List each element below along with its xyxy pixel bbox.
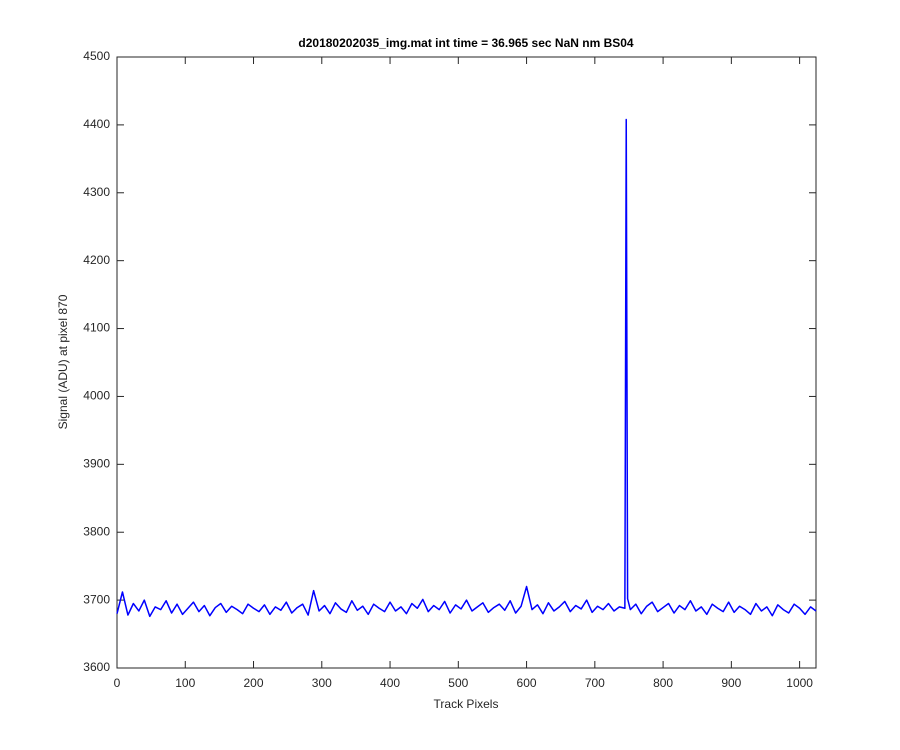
chart-title: d20180202035_img.mat int time = 36.965 s… xyxy=(298,36,634,50)
y-tick-label: 3900 xyxy=(83,457,110,471)
y-tick-label: 4000 xyxy=(83,389,110,403)
x-axis-label: Track Pixels xyxy=(434,697,499,711)
data-line xyxy=(116,118,817,618)
axes-box xyxy=(116,56,817,669)
x-tick-label: 300 xyxy=(312,676,332,690)
y-tick-label: 4100 xyxy=(83,321,110,335)
x-tick-label: 400 xyxy=(380,676,400,690)
y-tick-label: 3700 xyxy=(83,592,110,606)
x-tick-label: 500 xyxy=(448,676,468,690)
x-tick-label: 800 xyxy=(653,676,673,690)
y-tick-label: 4400 xyxy=(83,117,110,131)
x-tick-label: 600 xyxy=(517,676,537,690)
x-tick-label: 0 xyxy=(114,676,121,690)
y-axis-label: Signal (ADU) at pixel 870 xyxy=(56,294,70,429)
y-tick-label: 3800 xyxy=(83,524,110,538)
y-tick-label: 4200 xyxy=(83,253,110,267)
y-tick-label: 3600 xyxy=(83,660,110,674)
x-tick-label: 900 xyxy=(721,676,741,690)
x-tick-label: 200 xyxy=(244,676,264,690)
x-tick-label: 1000 xyxy=(786,676,813,690)
y-tick-label: 4300 xyxy=(83,185,110,199)
x-tick-label: 700 xyxy=(585,676,605,690)
y-tick-label: 4500 xyxy=(83,49,110,63)
x-tick-label: 100 xyxy=(175,676,195,690)
